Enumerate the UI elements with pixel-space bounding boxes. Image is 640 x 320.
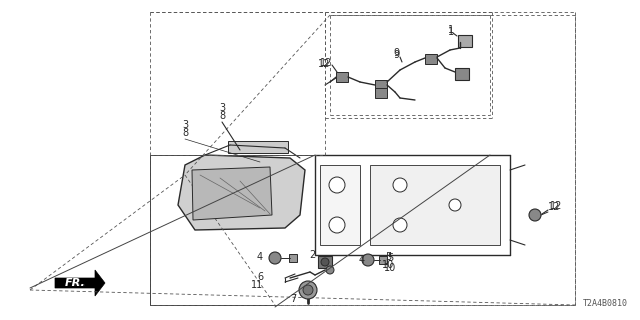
Text: 3: 3 [182,120,188,130]
Bar [455,68,469,80]
Polygon shape [55,270,105,296]
Text: FR.: FR. [65,278,85,288]
Bar [425,54,437,64]
Bar [320,165,360,245]
Text: 8: 8 [182,128,188,138]
Text: 5: 5 [387,253,393,263]
Circle shape [299,281,317,299]
Text: 1: 1 [448,27,454,37]
Circle shape [362,254,374,266]
Polygon shape [178,155,305,230]
Text: 7: 7 [290,294,296,304]
Text: T2A4B0810: T2A4B0810 [583,299,628,308]
Text: 8: 8 [219,111,225,121]
Bar [289,254,297,262]
Text: 9: 9 [393,48,399,58]
Circle shape [326,266,334,274]
Text: 12: 12 [548,202,561,212]
Bar [228,141,288,153]
Circle shape [269,252,281,264]
Bar [375,80,387,90]
Text: 12: 12 [319,58,332,68]
Polygon shape [192,167,272,220]
Circle shape [329,177,345,193]
Circle shape [329,217,345,233]
Circle shape [303,285,313,295]
Text: 1: 1 [448,25,454,35]
Text: 3: 3 [219,103,225,113]
Text: 12: 12 [317,59,330,69]
Text: 11: 11 [251,280,263,290]
Bar [375,88,387,98]
Text: 2: 2 [308,250,315,260]
Circle shape [449,199,461,211]
Text: 4: 4 [359,255,365,265]
Text: 12: 12 [550,201,563,211]
Bar [336,72,348,82]
Bar [379,256,387,264]
Text: 6: 6 [257,272,263,282]
Text: 10: 10 [382,260,394,270]
Bar [458,35,472,47]
Bar [370,165,500,245]
Circle shape [393,178,407,192]
Text: FR.: FR. [65,278,85,288]
Text: 9: 9 [393,50,399,60]
Circle shape [529,209,541,221]
Text: 4: 4 [257,252,263,262]
Text: 5: 5 [385,252,391,262]
Circle shape [321,258,329,266]
Circle shape [393,218,407,232]
Bar [318,256,332,268]
Text: 10: 10 [384,263,396,273]
